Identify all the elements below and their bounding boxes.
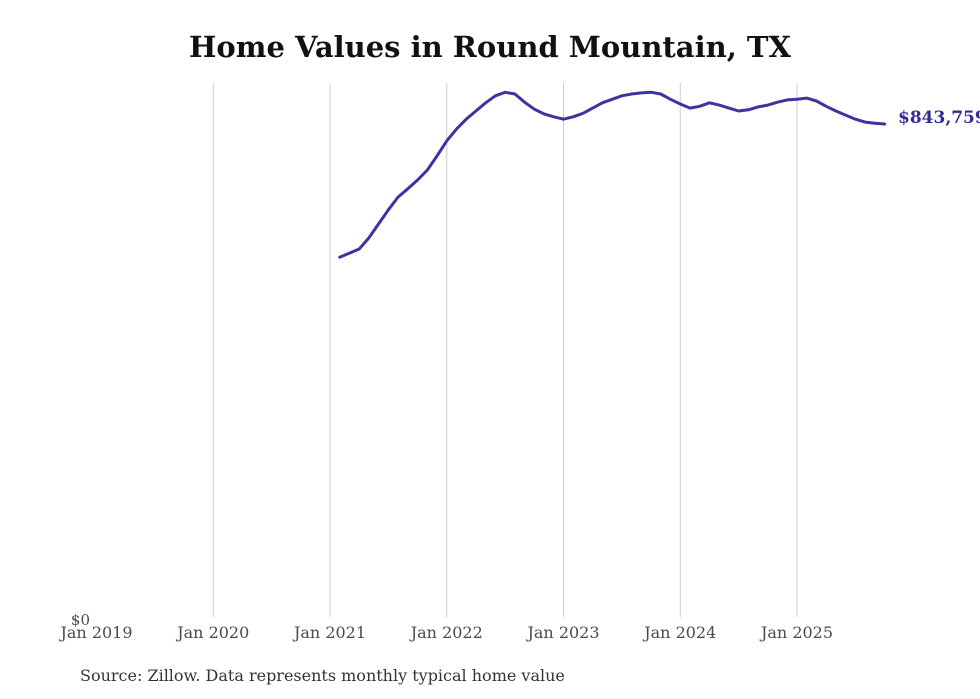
chart-title: Home Values in Round Mountain, TX [189, 30, 791, 64]
x-tick-label-jan-2025: Jan 2025 [760, 623, 834, 642]
source-note: Source: Zillow. Data represents monthly … [80, 666, 565, 685]
x-tick-label-jan-2021: Jan 2021 [293, 623, 367, 642]
latest-value-label: $843,759 [898, 108, 980, 128]
x-tick-label-jan-2024: Jan 2024 [644, 623, 717, 642]
x-tick-label-jan-2019: Jan 2019 [60, 623, 133, 642]
x-tick-label-jan-2023: Jan 2023 [527, 623, 600, 642]
y-axis-zero-label: $0 [70, 611, 90, 629]
x-tick-label-jan-2020: Jan 2020 [177, 623, 250, 642]
home-value-line [338, 90, 887, 259]
x-tick-label-jan-2022: Jan 2022 [410, 623, 483, 642]
